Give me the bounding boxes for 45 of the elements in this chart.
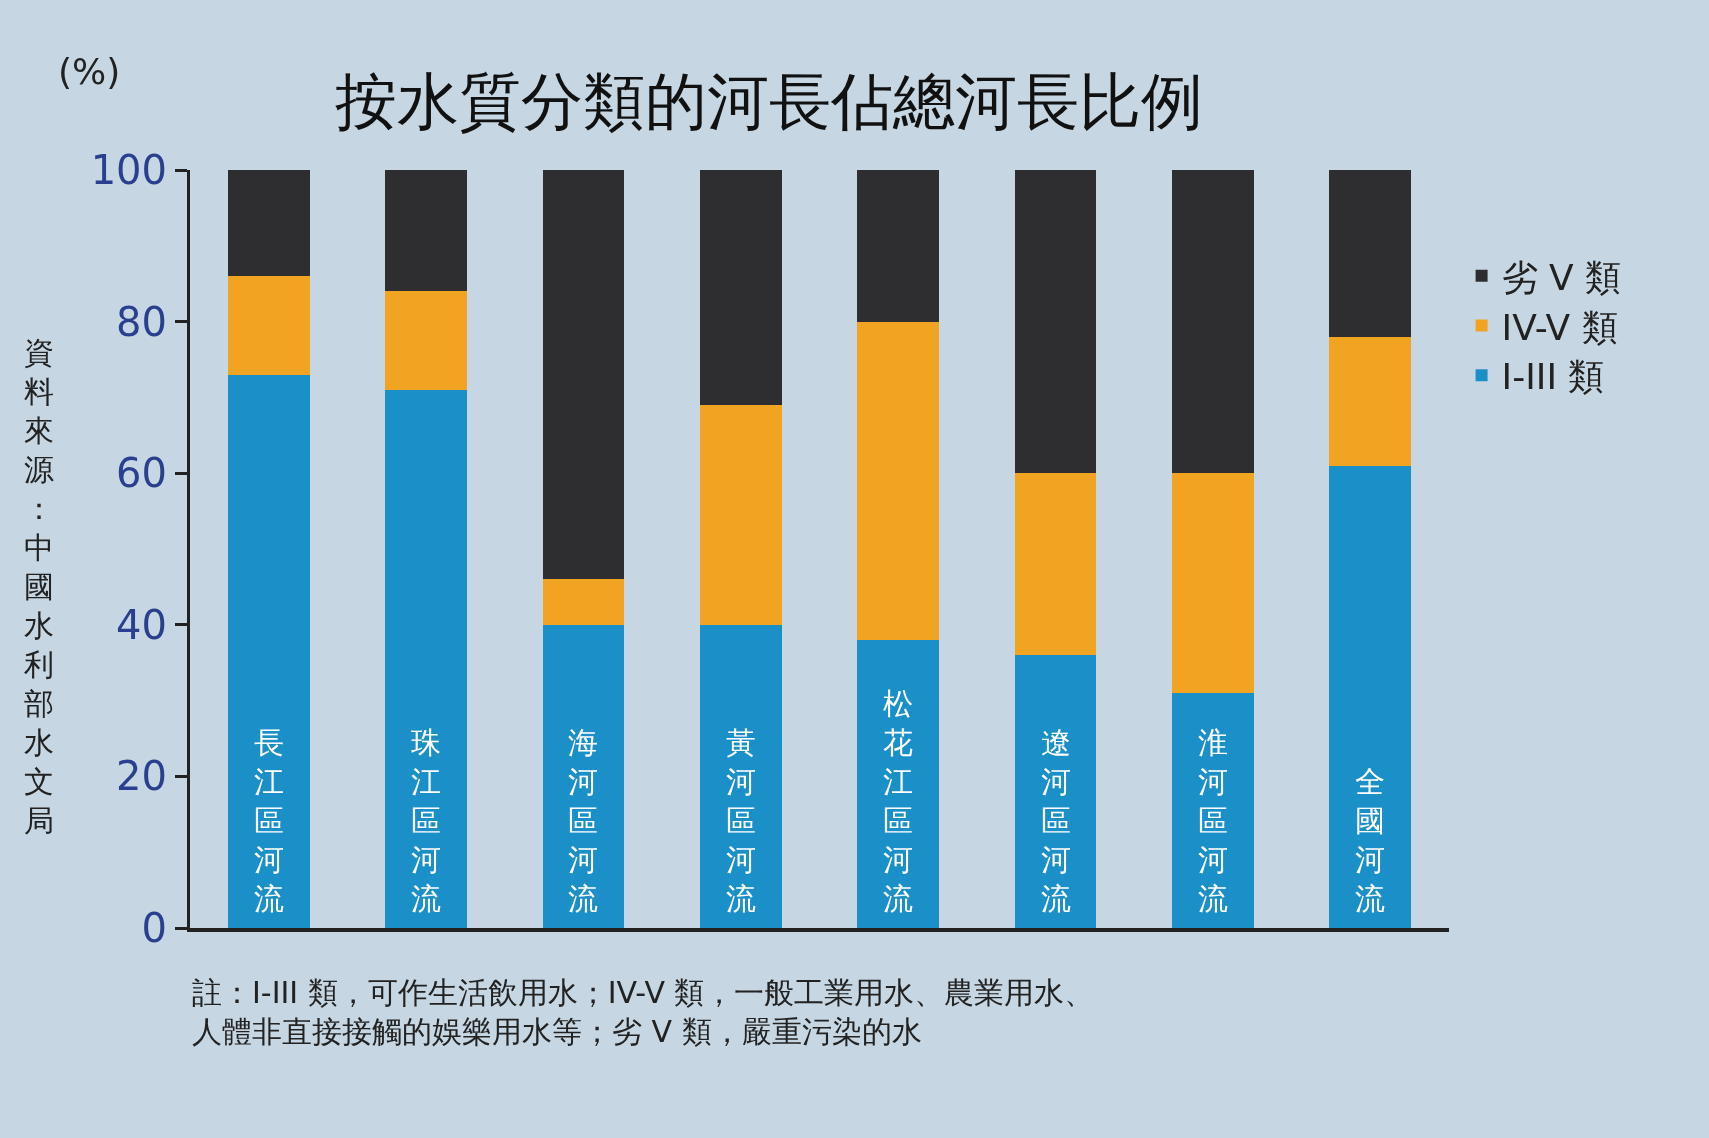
bar bbox=[857, 639, 940, 928]
bar bbox=[857, 170, 940, 322]
x-tick-label: 珠江區河流 bbox=[411, 725, 441, 916]
bar bbox=[385, 389, 467, 928]
y-tick-label: 20 bbox=[116, 753, 167, 800]
bar bbox=[385, 291, 467, 390]
y-tick-label: 60 bbox=[116, 450, 167, 497]
legend-label: IV-V 類 bbox=[1501, 306, 1618, 348]
bar bbox=[1172, 693, 1254, 928]
text: 資料來源：中國水利部水文局 bbox=[24, 335, 54, 838]
x-tick-label: 遼河區河流 bbox=[1041, 725, 1071, 916]
x-tick-label: 長江區河流 bbox=[254, 725, 284, 916]
y-axis-title: (%) bbox=[58, 51, 121, 92]
bar bbox=[1329, 465, 1412, 928]
bar bbox=[385, 170, 467, 292]
bar bbox=[227, 170, 310, 277]
bar bbox=[1014, 473, 1097, 656]
bar bbox=[699, 624, 782, 928]
y-tick-label: 100 bbox=[90, 147, 167, 193]
bar bbox=[1329, 170, 1412, 337]
x-tick-label: 全國河流 bbox=[1355, 764, 1385, 916]
chart-title: 按水質分類的河長佔總河長比例 bbox=[335, 65, 1204, 139]
legend-label: I-III 類 bbox=[1501, 356, 1605, 398]
x-tick-label: 松花江區河流 bbox=[883, 686, 913, 916]
y-tick-label: 80 bbox=[116, 298, 167, 345]
bar bbox=[1329, 336, 1412, 466]
x-tick-label: 黃河區河流 bbox=[726, 725, 756, 916]
bar bbox=[857, 321, 940, 640]
bar bbox=[542, 624, 625, 928]
y-tick-label: 40 bbox=[116, 601, 167, 648]
text: 註：I-III 類，可作生活飲用水；IV-V 類，一般工業用水、農業用水、人體非直接接觸的娛樂用水等；劣 V 類，嚴重污染的水 bbox=[192, 975, 1095, 1049]
legend-label: 劣 V 類 bbox=[1501, 256, 1622, 298]
bar bbox=[699, 404, 782, 625]
bar bbox=[1014, 655, 1097, 928]
bar bbox=[1172, 170, 1254, 474]
x-tick-label: 淮河區河流 bbox=[1198, 725, 1228, 916]
bar bbox=[227, 276, 310, 375]
y-tick-label: 0 bbox=[141, 905, 167, 951]
bar bbox=[1172, 473, 1254, 694]
bar bbox=[227, 374, 310, 928]
bar bbox=[542, 170, 625, 580]
bar bbox=[542, 579, 625, 625]
bar bbox=[1014, 170, 1097, 474]
x-tick-label: 海河區河流 bbox=[568, 725, 598, 916]
bar bbox=[699, 170, 782, 405]
